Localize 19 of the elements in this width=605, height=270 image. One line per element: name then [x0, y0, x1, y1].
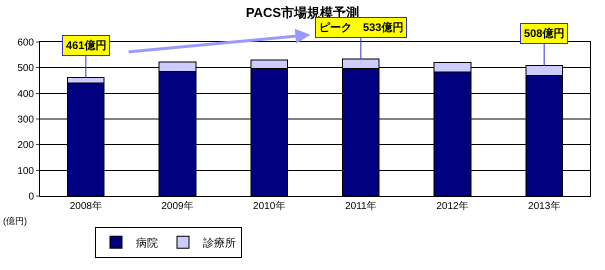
legend-label: 診療所	[203, 236, 236, 250]
x-tick-label: 2011年	[345, 200, 377, 212]
y-tick-label: 300	[17, 114, 34, 126]
y-tick-label: 100	[17, 166, 34, 177]
x-tick-label: 2012年	[436, 200, 469, 212]
y-axis-title: (億円)	[3, 216, 27, 226]
y-tick-label: 200	[17, 140, 34, 152]
x-tick-label: 2008年	[70, 200, 102, 212]
x-tick-label: 2009年	[161, 200, 194, 212]
annotation: ピーク 533億円	[319, 21, 404, 34]
y-tick-label: 600	[17, 38, 34, 48]
annotation: 508億円	[524, 27, 564, 40]
y-tick-label: 400	[17, 88, 34, 100]
y-tick-label: 500	[17, 63, 34, 74]
legend-label: 病院	[136, 236, 158, 250]
x-tick-label: 2010年	[253, 200, 286, 212]
x-tick-label: 2013年	[528, 200, 560, 212]
annotation: 461億円	[66, 39, 106, 52]
y-tick-label: 0	[28, 192, 34, 202]
